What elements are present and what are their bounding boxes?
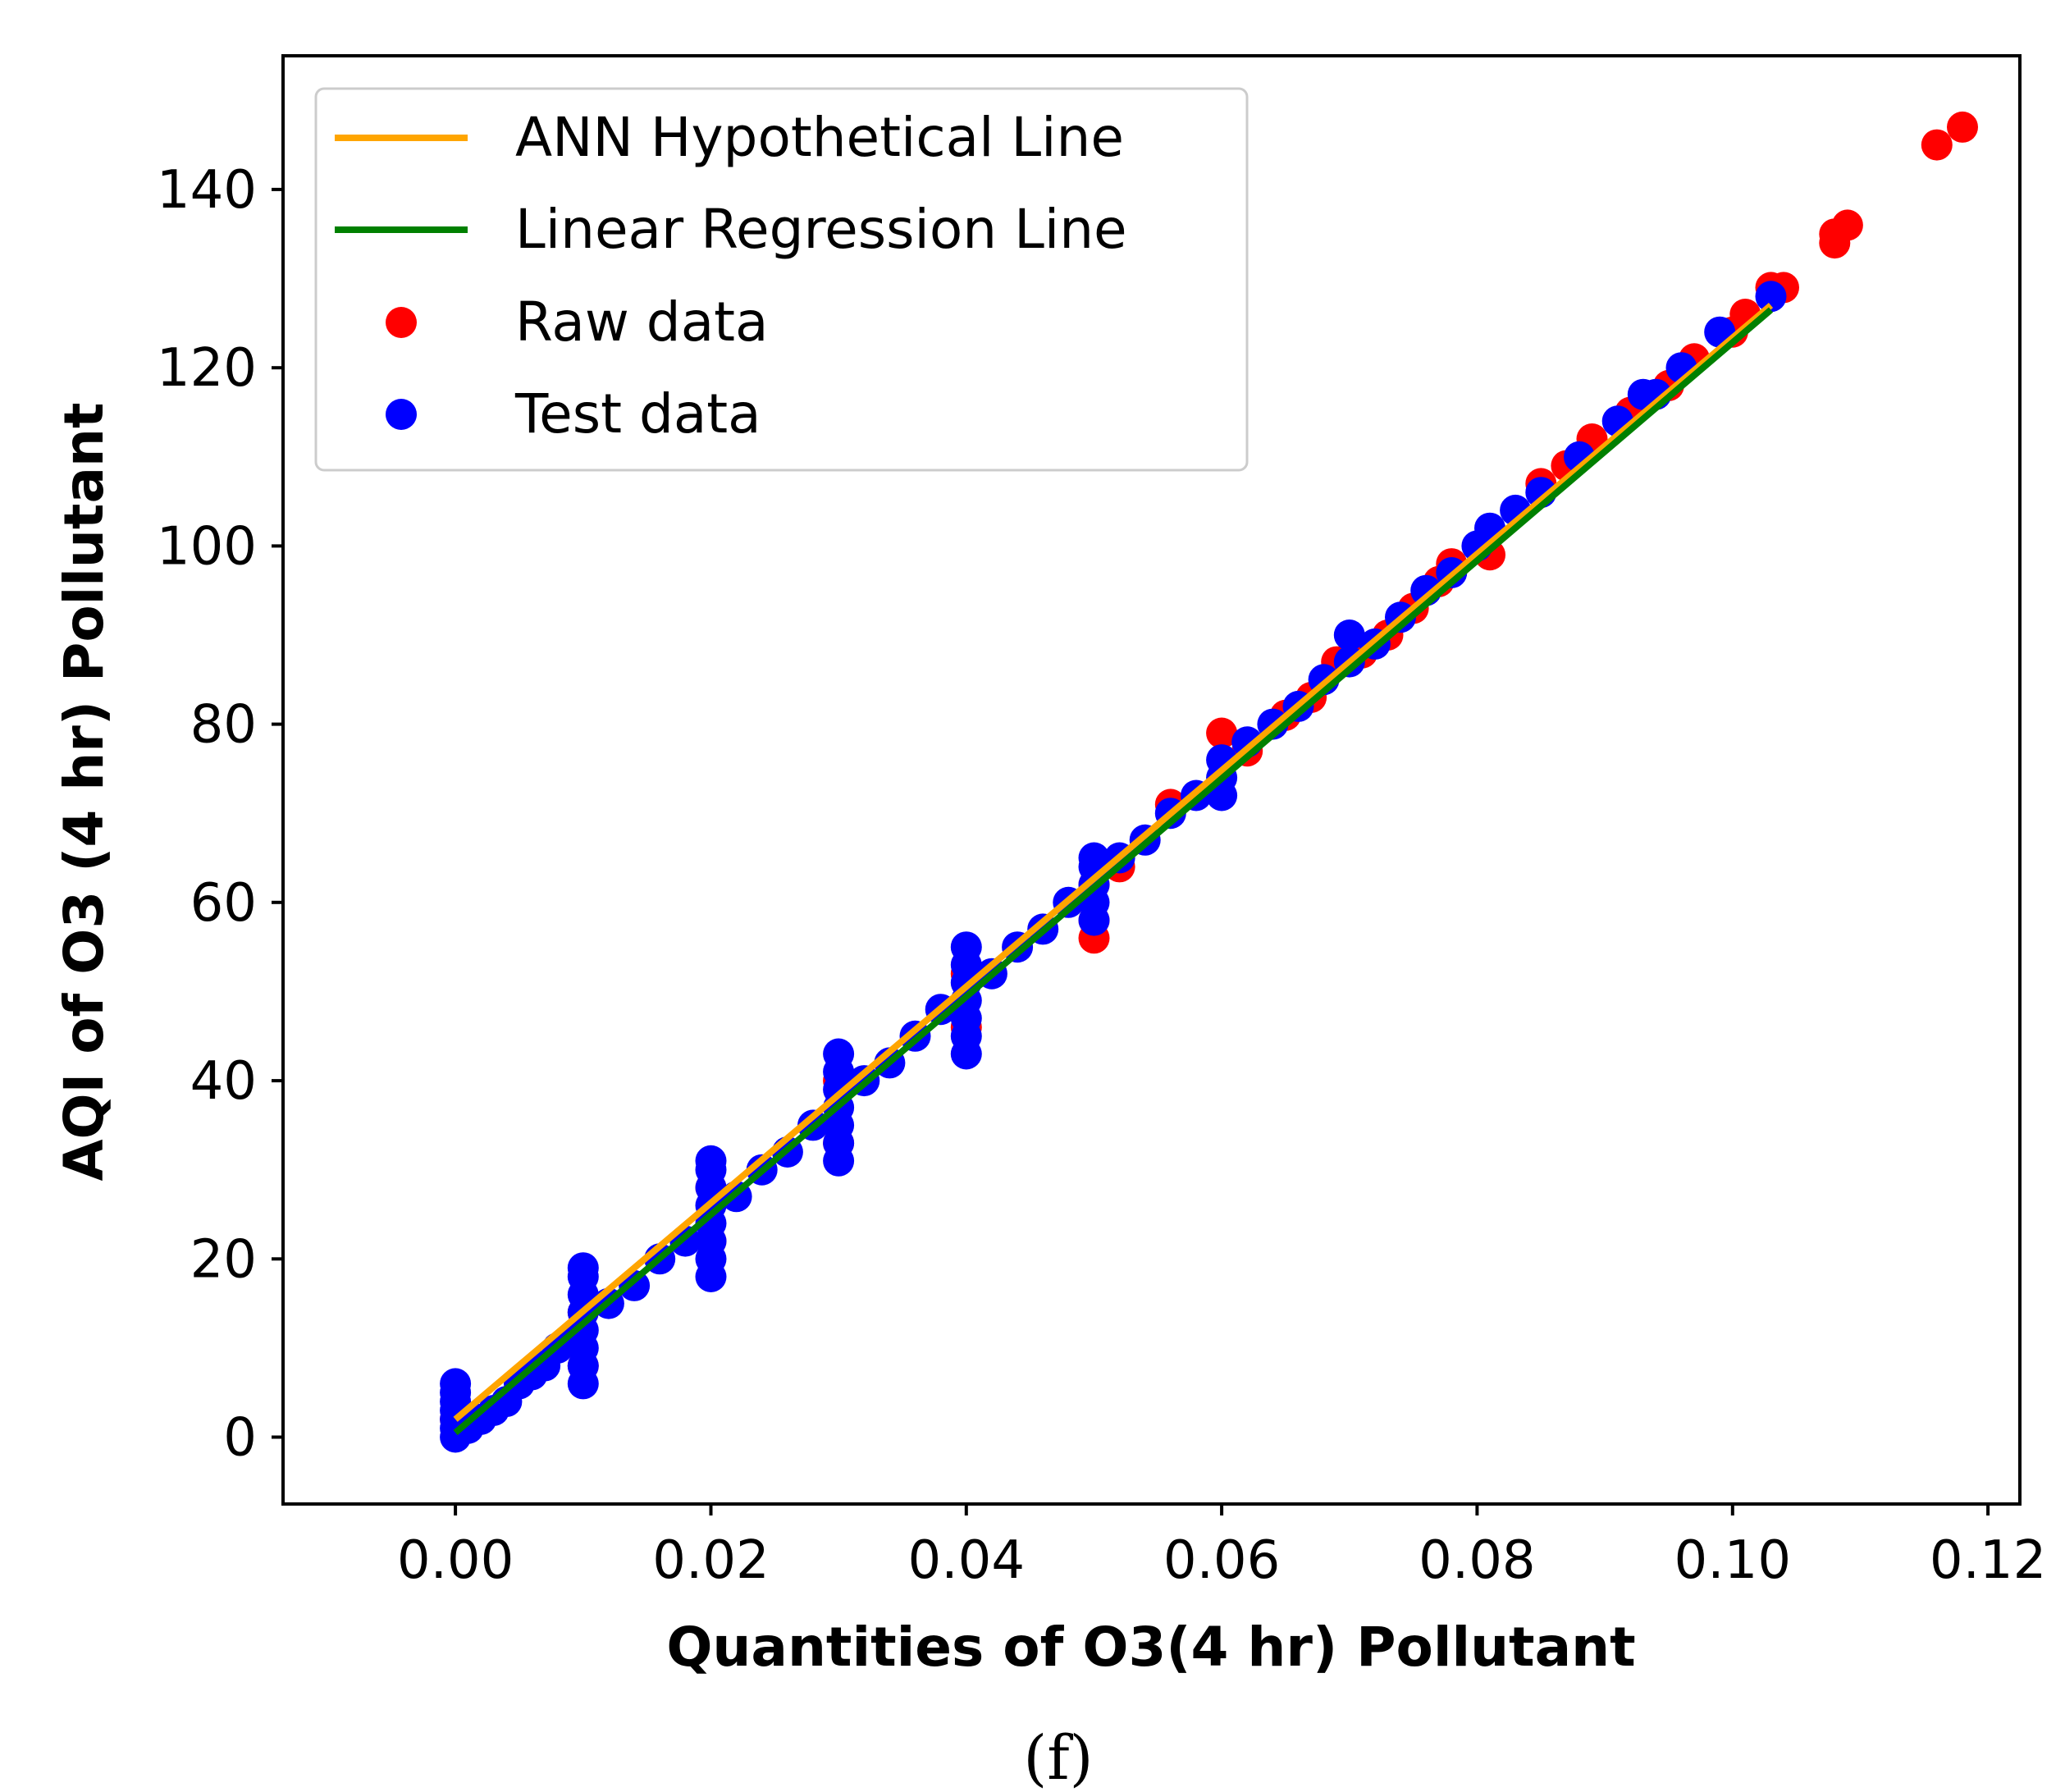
test-data-point-94	[1755, 281, 1787, 313]
y-tick-label-7: 140	[157, 160, 257, 221]
x-tick-label-1: 0.02	[652, 1530, 770, 1591]
legend-label-linreg: Linear Regression Line	[515, 198, 1127, 261]
x-tick-label-2: 0.04	[908, 1530, 1026, 1591]
figure-caption: (f)	[1023, 1723, 1093, 1792]
y-tick-label-1: 20	[190, 1229, 257, 1290]
y-tick-label-2: 40	[190, 1051, 257, 1112]
legend-marker-test	[386, 399, 417, 430]
x-axis-title: Quantities of O3(4 hr) Pollutant	[666, 1616, 1635, 1679]
lines-layer	[453, 303, 1774, 1436]
y-axis-title: AQI of O3 (4 hr) Pollutant	[53, 402, 116, 1181]
legend-label-raw: Raw data	[515, 290, 768, 354]
test-data-point-35	[695, 1145, 727, 1177]
legend-label-test: Test data	[514, 382, 761, 446]
legend: ANN Hypothetical Line Linear Regression …	[314, 87, 1249, 472]
x-tick-label-3: 0.06	[1163, 1530, 1281, 1591]
y-tick-label-5: 100	[157, 516, 257, 577]
x-axis: 0.00 0.02 0.04 0.06 0.08 0.10 0.12	[397, 1504, 2047, 1591]
x-tick-label-0: 0.00	[397, 1530, 514, 1591]
raw-data-point-14	[1206, 717, 1238, 749]
raw-data-point-37	[1831, 209, 1863, 241]
legend-label-ann: ANN Hypothetical Line	[515, 106, 1124, 169]
test-data-point-46	[823, 1038, 855, 1070]
x-tick-label-4: 0.08	[1419, 1530, 1536, 1591]
test-data-point-66	[1078, 842, 1110, 874]
raw-data-point-39	[1947, 111, 1978, 143]
y-tick-label-6: 120	[157, 338, 257, 399]
y-tick-label-0: 0	[223, 1408, 257, 1469]
y-tick-label-3: 60	[190, 873, 257, 934]
y-axis: 0 20 40 60 80 100 120 140	[157, 160, 283, 1469]
test-data-point-6	[440, 1368, 472, 1400]
x-tick-label-5: 0.10	[1674, 1530, 1792, 1591]
raw-data-point-38	[1921, 129, 1953, 161]
linear-regression-line	[453, 307, 1774, 1436]
ann-hypothetical-line	[453, 303, 1774, 1422]
test-data-point-57	[950, 931, 982, 963]
test-data-point-23	[567, 1252, 599, 1284]
y-tick-label-4: 80	[190, 695, 257, 756]
legend-marker-raw	[386, 307, 417, 338]
plot-frame	[281, 54, 2022, 1506]
test-data-point-79	[1333, 619, 1365, 651]
legend-box	[314, 87, 1249, 472]
x-tick-label-6: 0.12	[1930, 1530, 2047, 1591]
